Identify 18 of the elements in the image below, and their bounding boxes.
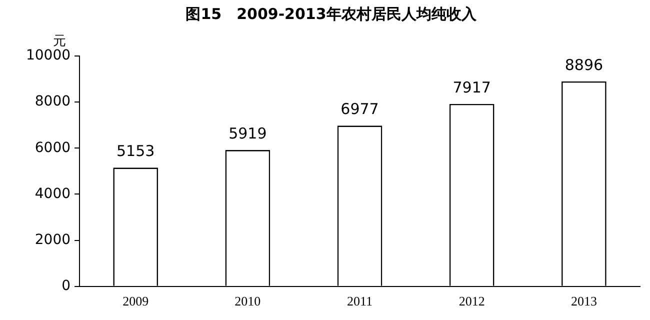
y-tick-label: 2000 <box>34 232 71 248</box>
x-tick-label: 2013 <box>570 294 597 309</box>
data-label: 7917 <box>452 78 491 96</box>
y-tick-label: 0 <box>62 278 71 294</box>
data-label: 6977 <box>340 100 379 118</box>
data-label: 5919 <box>228 124 267 142</box>
x-tick-label: 2010 <box>234 294 261 309</box>
y-tick-label: 4000 <box>34 186 71 202</box>
chart-title: 图15 2009-2013年农村居民人均纯收入 <box>186 4 478 23</box>
x-tick-label: 2009 <box>122 294 149 309</box>
data-label: 8896 <box>564 56 604 74</box>
data-label: 5153 <box>116 142 155 160</box>
y-tick-label: 8000 <box>34 94 71 110</box>
y-tick-label: 10000 <box>26 48 71 64</box>
y-tick-label: 6000 <box>34 140 71 156</box>
y-axis-title: 元 <box>53 34 66 49</box>
x-tick-label: 2011 <box>347 294 373 309</box>
x-tick-label: 2012 <box>458 294 485 309</box>
